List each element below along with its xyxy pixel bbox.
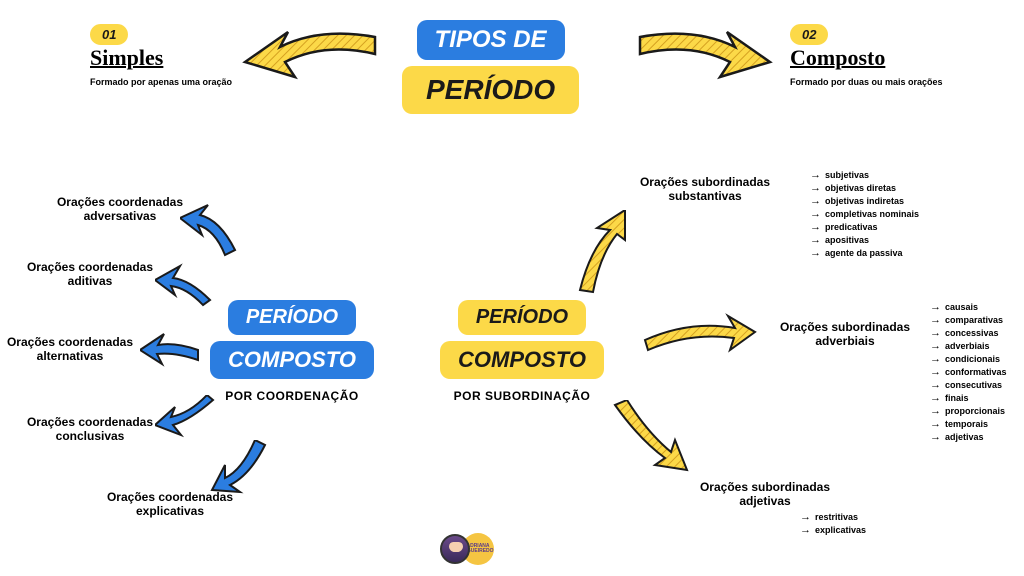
coord-sub: POR COORDENAÇÃO [210, 389, 374, 403]
coord-pill1: PERÍODO [228, 300, 356, 335]
list-item: finais [930, 392, 1007, 404]
coord-pill2: COMPOSTO [210, 341, 374, 379]
list-item: consecutivas [930, 379, 1007, 391]
subord-g2-title: Orações subordinadas adjetivas [690, 480, 840, 509]
list-item: causais [930, 301, 1007, 313]
list-item: comparativas [930, 314, 1007, 326]
list-item: concessivas [930, 327, 1007, 339]
badge-02: 02 [790, 24, 828, 45]
coord-node-3: Orações coordenadas conclusivas [25, 415, 155, 444]
arrow-coord-2 [140, 330, 205, 370]
list-item: restritivas [800, 511, 866, 523]
coord-node-2: Orações coordenadas alternativas [5, 335, 135, 364]
arrow-top-right [625, 22, 775, 102]
list-item: temporais [930, 418, 1007, 430]
list-item: completivas nominais [810, 208, 919, 220]
arrow-sub-1 [640, 310, 760, 360]
branch-composto: 02 Composto Formado por duas ou mais ora… [790, 24, 943, 87]
arrow-sub-2 [605, 400, 695, 485]
subord-g1-list: causais comparativas concessivas adverbi… [930, 300, 1007, 444]
list-item: condicionais [930, 353, 1007, 365]
branch-simples: 01 Simples Formado por apenas uma oração [90, 24, 232, 87]
badge-01: 01 [90, 24, 128, 45]
title-block: TIPOS DE PERÍODO [402, 20, 579, 114]
subord-pill1: PERÍODO [458, 300, 586, 335]
list-item: proporcionais [930, 405, 1007, 417]
arrow-sub-0 [565, 210, 640, 300]
sub-composto: Formado por duas ou mais orações [790, 77, 943, 87]
subord-block: PERÍODO COMPOSTO POR SUBORDINAÇÃO [440, 300, 604, 403]
list-item: subjetivas [810, 169, 919, 181]
list-item: explicativas [800, 524, 866, 536]
subord-pill2: COMPOSTO [440, 341, 604, 379]
subord-g2-list: restritivas explicativas [800, 510, 866, 537]
list-item: adverbiais [930, 340, 1007, 352]
arrow-coord-0 [180, 200, 250, 260]
list-item: adjetivas [930, 431, 1007, 443]
author-logo: ADRIANA FIGUEIREDO [440, 531, 510, 566]
subord-g0-title: Orações subordinadas substantivas [630, 175, 780, 204]
avatar-icon [440, 534, 470, 564]
coord-block: PERÍODO COMPOSTO POR COORDENAÇÃO [210, 300, 374, 403]
arrow-coord-1 [155, 260, 220, 310]
subord-sub: POR SUBORDINAÇÃO [440, 389, 604, 403]
title-1: TIPOS DE [417, 20, 565, 60]
arrow-top-left [240, 22, 390, 102]
coord-node-1: Orações coordenadas aditivas [25, 260, 155, 289]
arrow-coord-4 [210, 440, 280, 505]
list-item: apositivas [810, 234, 919, 246]
title-2: PERÍODO [402, 66, 579, 114]
list-item: predicativas [810, 221, 919, 233]
list-item: objetivas indiretas [810, 195, 919, 207]
heading-simples: Simples [90, 45, 232, 71]
subord-g1-title: Orações subordinadas adverbiais [770, 320, 920, 349]
list-item: conformativas [930, 366, 1007, 378]
list-item: objetivas diretas [810, 182, 919, 194]
sub-simples: Formado por apenas uma oração [90, 77, 232, 87]
subord-g0-list: subjetivas objetivas diretas objetivas i… [810, 168, 919, 260]
heading-composto: Composto [790, 45, 943, 71]
list-item: agente da passiva [810, 247, 919, 259]
coord-node-0: Orações coordenadas adversativas [55, 195, 185, 224]
